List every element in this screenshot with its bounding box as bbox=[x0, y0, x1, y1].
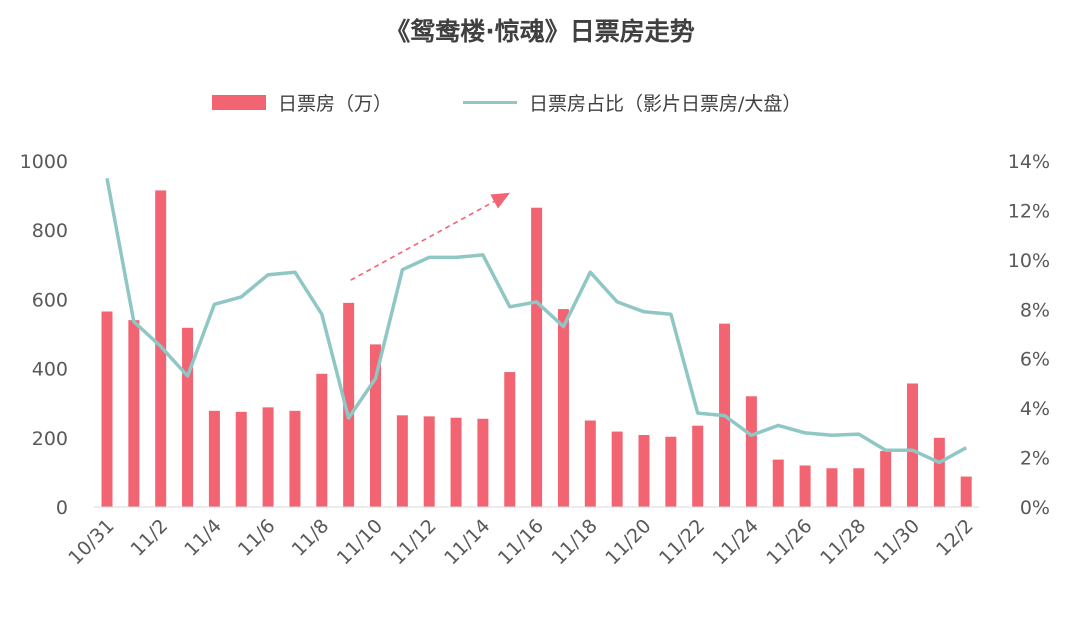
legend-line-swatch bbox=[463, 101, 517, 104]
bar bbox=[933, 437, 945, 507]
x-tick-label: 11/12 bbox=[386, 515, 440, 569]
trend-arrow-line bbox=[350, 199, 497, 281]
bar bbox=[853, 468, 865, 507]
x-tick-label: 11/10 bbox=[333, 515, 387, 569]
y-left-tick-label: 200 bbox=[32, 428, 68, 450]
x-tick-label: 11/18 bbox=[548, 515, 602, 569]
bar bbox=[611, 431, 623, 507]
bar bbox=[101, 311, 113, 507]
bar bbox=[665, 436, 677, 507]
y-axis-left: 0 200 400 600 800 1000 bbox=[20, 151, 68, 519]
bar-series bbox=[101, 190, 972, 507]
x-tick-label: 11/16 bbox=[494, 515, 548, 569]
y-right-tick-label: 10% bbox=[1008, 250, 1050, 272]
x-tick-label: 11/8 bbox=[288, 515, 334, 561]
bar bbox=[692, 425, 704, 507]
x-tick-label: 11/20 bbox=[601, 515, 655, 569]
y-right-tick-label: 4% bbox=[1020, 398, 1050, 420]
bar bbox=[745, 396, 757, 507]
bar bbox=[208, 410, 220, 507]
legend-bar-swatch bbox=[212, 95, 266, 110]
x-axis: 10/31 11/2 11/4 11/6 11/8 11/10 11/12 11/14 11/1… bbox=[64, 506, 980, 569]
bar bbox=[423, 416, 435, 507]
bar bbox=[182, 327, 194, 507]
bar bbox=[826, 468, 838, 507]
bar bbox=[396, 415, 408, 507]
y-left-tick-label: 600 bbox=[32, 289, 68, 311]
bar bbox=[450, 417, 462, 507]
x-tick-label: 11/2 bbox=[127, 515, 173, 561]
bar bbox=[799, 465, 811, 507]
bar bbox=[638, 435, 650, 507]
legend-item-daily-box-office: 日票房（万） bbox=[212, 89, 392, 116]
y-right-tick-label: 14% bbox=[1008, 151, 1050, 173]
bar bbox=[880, 450, 892, 507]
y-right-tick-label: 12% bbox=[1008, 200, 1050, 222]
x-tick-label: 12/2 bbox=[932, 515, 978, 561]
bar bbox=[316, 373, 328, 507]
x-tick-label: 11/6 bbox=[234, 515, 280, 561]
bar bbox=[128, 320, 140, 507]
x-tick-label: 11/14 bbox=[440, 515, 494, 569]
bar bbox=[907, 383, 918, 507]
y-left-tick-label: 1000 bbox=[20, 151, 68, 173]
bar bbox=[235, 411, 247, 507]
bar bbox=[557, 309, 569, 507]
share-line bbox=[105, 177, 968, 465]
bar bbox=[262, 407, 274, 507]
legend-label-daily-box-office: 日票房（万） bbox=[278, 93, 393, 115]
bar bbox=[531, 207, 543, 507]
line-series bbox=[105, 177, 968, 465]
bar bbox=[343, 302, 355, 507]
bar bbox=[370, 344, 381, 507]
trend-arrow-annotation bbox=[350, 192, 510, 281]
bar bbox=[584, 420, 596, 507]
bar bbox=[772, 459, 784, 507]
x-tick-label: 10/31 bbox=[64, 515, 118, 569]
y-right-tick-label: 0% bbox=[1020, 497, 1050, 519]
trend-arrow-head bbox=[490, 192, 510, 209]
y-left-tick-label: 0 bbox=[56, 497, 68, 519]
legend-item-share: 日票房占比（影片日票房/大盘） bbox=[463, 89, 801, 116]
chart-title: 《鸳鸯楼·惊魂》日票房走势 bbox=[385, 17, 695, 46]
x-tick-label: 11/28 bbox=[816, 515, 870, 569]
y-right-tick-label: 2% bbox=[1020, 448, 1050, 470]
legend-label-share: 日票房占比（影片日票房/大盘） bbox=[529, 93, 802, 115]
x-tick-label: 11/22 bbox=[655, 515, 709, 569]
legend: 日票房（万） 日票房占比（影片日票房/大盘） bbox=[0, 89, 1080, 119]
y-axis-right: 0% 2% 4% 6% 8% 10% 12% 14% bbox=[1008, 151, 1050, 519]
bar bbox=[504, 372, 516, 507]
x-tick-label: 11/30 bbox=[870, 515, 924, 569]
x-tick-label: 11/24 bbox=[709, 515, 763, 569]
bar bbox=[289, 410, 301, 507]
x-tick-label: 11/26 bbox=[762, 515, 816, 569]
y-left-tick-label: 400 bbox=[32, 359, 68, 381]
bar bbox=[960, 476, 972, 507]
y-right-tick-label: 6% bbox=[1020, 349, 1050, 371]
y-left-tick-label: 800 bbox=[32, 220, 68, 242]
y-right-tick-label: 8% bbox=[1020, 299, 1050, 321]
x-tick-label: 11/4 bbox=[180, 515, 226, 561]
bar bbox=[477, 418, 489, 507]
